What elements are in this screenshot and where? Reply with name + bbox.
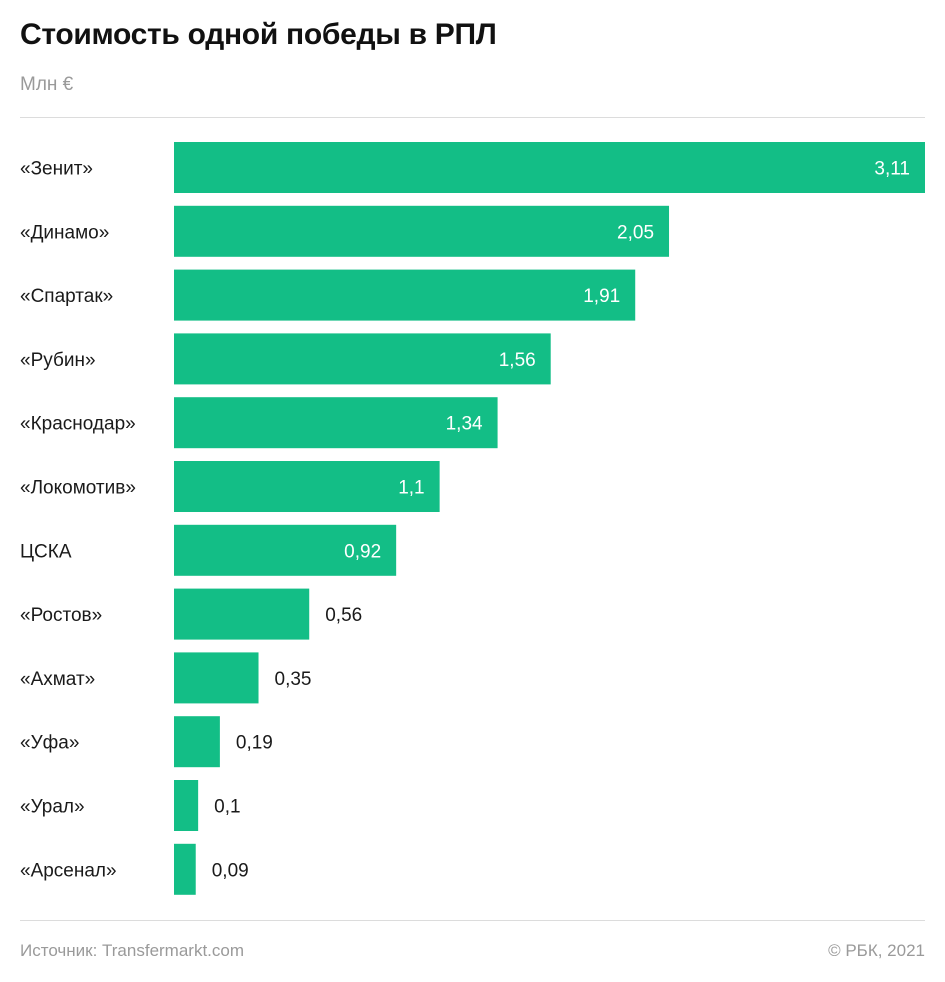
value-label: 0,56 <box>325 605 362 626</box>
category-label: «Ростов» <box>20 605 102 626</box>
category-label: ЦСКА <box>20 541 72 562</box>
value-label: 3,11 <box>874 159 910 180</box>
bar <box>174 652 259 704</box>
category-label: «Рубин» <box>20 350 96 371</box>
bar <box>174 588 310 640</box>
category-label: «Урал» <box>20 797 85 818</box>
bar <box>174 397 498 449</box>
bar <box>174 333 551 385</box>
bar <box>174 780 199 831</box>
copyright-note: © РБК, 2021 <box>828 941 925 960</box>
category-label: «Ахмат» <box>20 669 95 690</box>
category-label: «Уфа» <box>20 733 79 754</box>
bar <box>174 142 925 193</box>
category-label: «Краснодар» <box>20 414 136 435</box>
value-label: 2,05 <box>617 222 654 243</box>
top-divider <box>20 117 925 118</box>
value-label: 0,1 <box>214 797 240 818</box>
category-label: «Спартак» <box>20 286 113 307</box>
category-label: «Локомотив» <box>20 478 136 499</box>
bar <box>174 461 440 512</box>
bar <box>174 843 196 895</box>
value-label: 1,1 <box>398 478 424 499</box>
chart-unit: Млн € <box>20 74 74 95</box>
category-label: «Арсенал» <box>20 860 117 881</box>
bar <box>174 524 397 576</box>
value-label: 0,19 <box>236 733 273 754</box>
bar <box>174 205 670 257</box>
source-note: Источник: Transfermarkt.com <box>20 941 245 960</box>
value-label: 1,91 <box>583 286 620 307</box>
value-label: 0,35 <box>275 669 312 690</box>
chart-title: Стоимость одной победы в РПЛ <box>20 18 497 51</box>
bottom-divider <box>20 920 925 921</box>
value-label: 0,09 <box>212 860 249 881</box>
value-label: 1,34 <box>446 414 483 435</box>
bar <box>174 716 220 768</box>
value-label: 1,56 <box>499 350 536 371</box>
value-label: 0,92 <box>344 541 381 562</box>
bar <box>174 269 636 321</box>
category-label: «Зенит» <box>20 159 93 180</box>
category-label: «Динамо» <box>20 222 109 243</box>
